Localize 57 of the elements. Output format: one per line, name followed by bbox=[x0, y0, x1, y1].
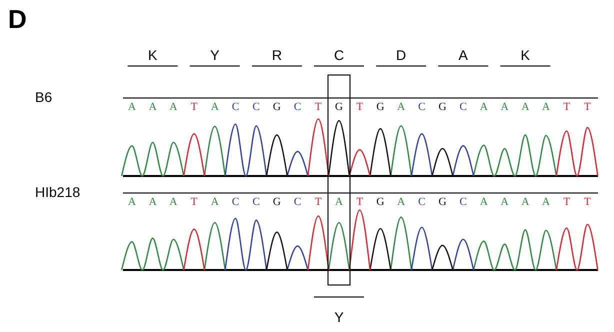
x-tick-label: C bbox=[294, 101, 302, 113]
x-tick-label: A bbox=[169, 196, 178, 208]
x-tick-label: A bbox=[397, 101, 406, 113]
x-tick-label: A bbox=[128, 101, 136, 113]
x-tick-label: T bbox=[190, 196, 198, 208]
x-tick-label: C bbox=[418, 101, 426, 113]
x-tick-label: A bbox=[521, 196, 530, 208]
x-tick-label: T bbox=[314, 101, 322, 113]
text: Y bbox=[210, 47, 220, 63]
x-tick-label: T bbox=[356, 101, 364, 113]
text: R bbox=[272, 47, 282, 63]
x-tick-label: G bbox=[438, 101, 447, 113]
x-tick-label: T bbox=[190, 101, 198, 113]
text: Y bbox=[334, 309, 344, 325]
x-tick-label: G bbox=[438, 196, 447, 208]
x-tick-label: C bbox=[418, 196, 426, 208]
x-tick-label: A bbox=[500, 196, 509, 208]
text: A bbox=[458, 47, 469, 63]
text: D bbox=[396, 47, 406, 63]
x-tick-label: T bbox=[584, 101, 592, 113]
x-tick-label: C bbox=[232, 196, 240, 208]
x-tick-label: A bbox=[521, 101, 530, 113]
x-tick-label: A bbox=[480, 101, 488, 113]
x-tick-label: C bbox=[232, 101, 240, 113]
x-tick-label: A bbox=[169, 101, 178, 113]
x-tick-label: G bbox=[376, 101, 384, 113]
x-tick-label: C bbox=[252, 101, 260, 113]
x-tick-label: A bbox=[148, 196, 157, 208]
chart-title: D bbox=[8, 4, 27, 34]
text: K bbox=[520, 47, 531, 63]
x-tick-label: C bbox=[294, 196, 302, 208]
x-tick-label: A bbox=[148, 101, 157, 113]
x-tick-label: A bbox=[480, 196, 488, 208]
x-tick-label: T bbox=[356, 196, 364, 208]
x-tick-label: C bbox=[252, 196, 260, 208]
x-tick-label: A bbox=[128, 196, 136, 208]
x-tick-label: G bbox=[272, 196, 281, 208]
x-tick-label: A bbox=[210, 196, 219, 208]
x-tick-label: C bbox=[460, 101, 467, 113]
x-tick-label: A bbox=[397, 196, 406, 208]
x-tick-label: A bbox=[210, 101, 219, 113]
x-tick-label: C bbox=[460, 196, 467, 208]
y-axis-title: HIb218 bbox=[35, 184, 80, 200]
x-tick-label: A bbox=[500, 101, 509, 113]
x-tick-label: T bbox=[584, 196, 592, 208]
x-tick-label: T bbox=[563, 196, 570, 208]
x-tick-label: A bbox=[542, 101, 550, 113]
x-tick-label: G bbox=[272, 101, 281, 113]
text: K bbox=[148, 47, 158, 63]
x-tick-label: T bbox=[314, 196, 322, 208]
text: C bbox=[334, 47, 344, 63]
x-tick-label: T bbox=[563, 101, 570, 113]
x-tick-label: A bbox=[335, 196, 344, 208]
x-tick-label: G bbox=[335, 101, 344, 113]
x-tick-label: G bbox=[376, 196, 384, 208]
x-tick-label: A bbox=[542, 196, 550, 208]
y-axis-title: B6 bbox=[35, 89, 52, 105]
